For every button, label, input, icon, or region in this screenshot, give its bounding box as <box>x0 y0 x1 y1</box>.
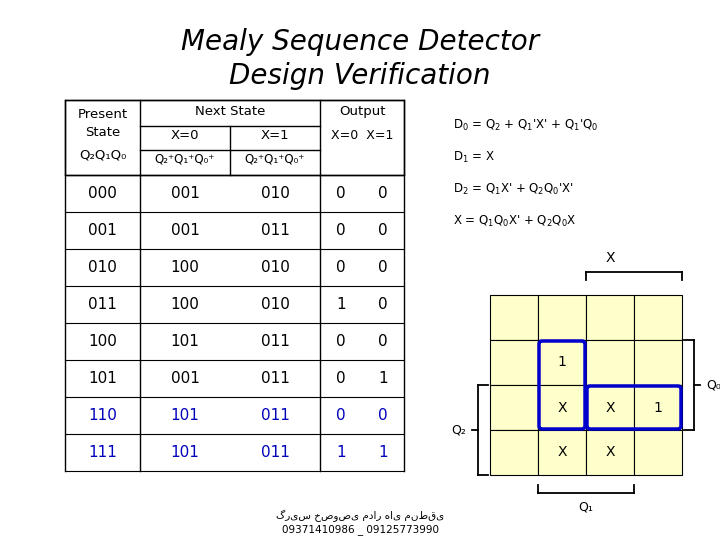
Text: X: X <box>606 401 615 415</box>
Bar <box>634 430 682 475</box>
Text: Present: Present <box>78 108 127 121</box>
Text: 011: 011 <box>261 408 289 423</box>
Text: 010: 010 <box>261 186 289 201</box>
Text: 100: 100 <box>88 334 117 349</box>
Text: X=0: X=0 <box>171 129 199 142</box>
Text: 100: 100 <box>171 260 199 275</box>
Text: 110: 110 <box>88 408 117 423</box>
Text: 001: 001 <box>88 223 117 238</box>
Text: 0: 0 <box>336 223 346 238</box>
Text: Next State: Next State <box>195 105 265 118</box>
Text: 0: 0 <box>378 186 388 201</box>
Text: 100: 100 <box>171 297 199 312</box>
Text: 010: 010 <box>88 260 117 275</box>
Text: 0: 0 <box>378 260 388 275</box>
Text: 0: 0 <box>336 186 346 201</box>
Text: 0: 0 <box>378 297 388 312</box>
Text: 001: 001 <box>171 371 199 386</box>
Bar <box>538 340 586 385</box>
Text: 001: 001 <box>171 186 199 201</box>
Bar <box>538 295 586 340</box>
Text: Q₂: Q₂ <box>451 423 466 436</box>
Bar <box>634 340 682 385</box>
Text: Q₀: Q₀ <box>706 379 720 392</box>
Bar <box>586 340 634 385</box>
Text: X: X <box>557 401 567 415</box>
Text: 101: 101 <box>88 371 117 386</box>
Text: 011: 011 <box>261 371 289 386</box>
Bar <box>490 385 538 430</box>
Text: Output: Output <box>338 105 385 118</box>
Text: 1: 1 <box>336 297 346 312</box>
Text: X=1: X=1 <box>261 129 289 142</box>
Text: X: X <box>557 446 567 460</box>
Text: 011: 011 <box>261 223 289 238</box>
Text: 0: 0 <box>336 334 346 349</box>
Text: 101: 101 <box>171 334 199 349</box>
Text: Q₂Q₁Q₀: Q₂Q₁Q₀ <box>78 149 126 162</box>
Bar <box>634 385 682 430</box>
Bar <box>65 100 404 175</box>
Text: 1: 1 <box>557 355 567 369</box>
Text: 1: 1 <box>654 401 662 415</box>
Text: Design Verification: Design Verification <box>229 62 491 90</box>
Text: 101: 101 <box>171 408 199 423</box>
Text: X=0  X=1: X=0 X=1 <box>330 129 393 142</box>
Text: 010: 010 <box>261 297 289 312</box>
Bar <box>586 430 634 475</box>
Bar <box>538 385 586 430</box>
Text: Q₂⁺Q₁⁺Q₀⁺: Q₂⁺Q₁⁺Q₀⁺ <box>155 152 215 165</box>
Bar <box>490 430 538 475</box>
Text: 011: 011 <box>88 297 117 312</box>
Text: 011: 011 <box>261 445 289 460</box>
Bar <box>490 295 538 340</box>
Text: 1: 1 <box>378 445 388 460</box>
Bar <box>490 340 538 385</box>
Text: Mealy Sequence Detector: Mealy Sequence Detector <box>181 28 539 56</box>
Bar <box>586 385 634 430</box>
Text: 0: 0 <box>378 334 388 349</box>
Text: 011: 011 <box>261 334 289 349</box>
Text: 111: 111 <box>88 445 117 460</box>
Text: 1: 1 <box>378 371 388 386</box>
Text: State: State <box>85 126 120 139</box>
Bar <box>586 295 634 340</box>
Text: D$_1$ = X: D$_1$ = X <box>453 150 495 165</box>
Text: 0: 0 <box>336 408 346 423</box>
Text: X = Q$_1$Q$_0$X' + Q$_2$Q$_0$X: X = Q$_1$Q$_0$X' + Q$_2$Q$_0$X <box>453 214 577 229</box>
Text: X: X <box>606 251 615 265</box>
Text: Q₂⁺Q₁⁺Q₀⁺: Q₂⁺Q₁⁺Q₀⁺ <box>245 152 305 165</box>
Bar <box>634 295 682 340</box>
Text: 09371410986 _ 09125773990: 09371410986 _ 09125773990 <box>282 524 438 535</box>
Text: D$_0$ = Q$_2$ + Q$_1$'X' + Q$_1$'Q$_0$: D$_0$ = Q$_2$ + Q$_1$'X' + Q$_1$'Q$_0$ <box>453 118 598 133</box>
Text: 0: 0 <box>378 408 388 423</box>
Text: 0: 0 <box>336 260 346 275</box>
Text: 000: 000 <box>88 186 117 201</box>
Text: 0: 0 <box>336 371 346 386</box>
Text: 001: 001 <box>171 223 199 238</box>
Text: D$_2$ = Q$_1$X' + Q$_2$Q$_0$'X': D$_2$ = Q$_1$X' + Q$_2$Q$_0$'X' <box>453 182 574 197</box>
Text: 1: 1 <box>336 445 346 460</box>
Text: 010: 010 <box>261 260 289 275</box>
Text: Q₁: Q₁ <box>579 501 593 514</box>
Text: گریس خصوصی مدار های منطقی: گریس خصوصی مدار های منطقی <box>276 510 444 522</box>
Text: 101: 101 <box>171 445 199 460</box>
Text: 0: 0 <box>378 223 388 238</box>
Text: X: X <box>606 446 615 460</box>
Bar <box>538 430 586 475</box>
